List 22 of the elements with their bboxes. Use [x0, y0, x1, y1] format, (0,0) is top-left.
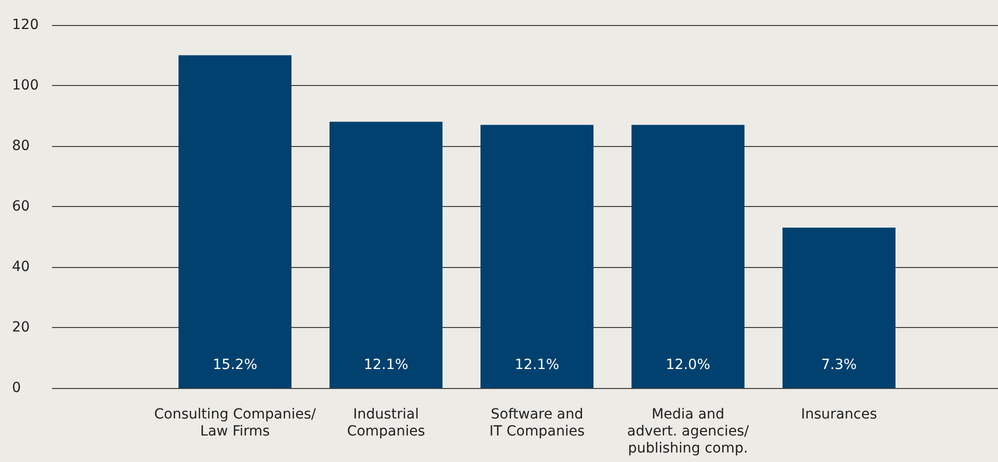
y-tick-label: 40 — [12, 259, 30, 275]
x-tick-label: Media and advert. agencies/ publishing comp. — [627, 406, 750, 456]
bar — [330, 122, 442, 388]
bar — [782, 228, 896, 388]
y-tick-label: 100 — [12, 78, 39, 94]
annotation: 12.1% — [364, 357, 408, 373]
x-tick-label: Insurances — [801, 406, 877, 422]
bar — [178, 55, 292, 388]
annotation: 15.2% — [212, 357, 258, 373]
x-tick-label: Software and IT Companies — [489, 406, 585, 440]
annotation: 12.0% — [666, 357, 710, 373]
y-tick-label: 60 — [12, 198, 30, 214]
y-tick-label: 80 — [12, 138, 30, 154]
annotation: 7.3% — [821, 357, 857, 373]
x-tick-label: Industrial Companies — [346, 406, 426, 440]
annotation: 12.1% — [514, 357, 560, 373]
x-tick-label: Consulting Companies/ Law Firms — [154, 406, 316, 440]
bar — [632, 124, 744, 388]
y-tick-label: 20 — [12, 320, 30, 336]
y-tick-label: 0 — [12, 380, 21, 396]
y-tick-label: 120 — [12, 17, 39, 33]
bar — [480, 124, 594, 388]
